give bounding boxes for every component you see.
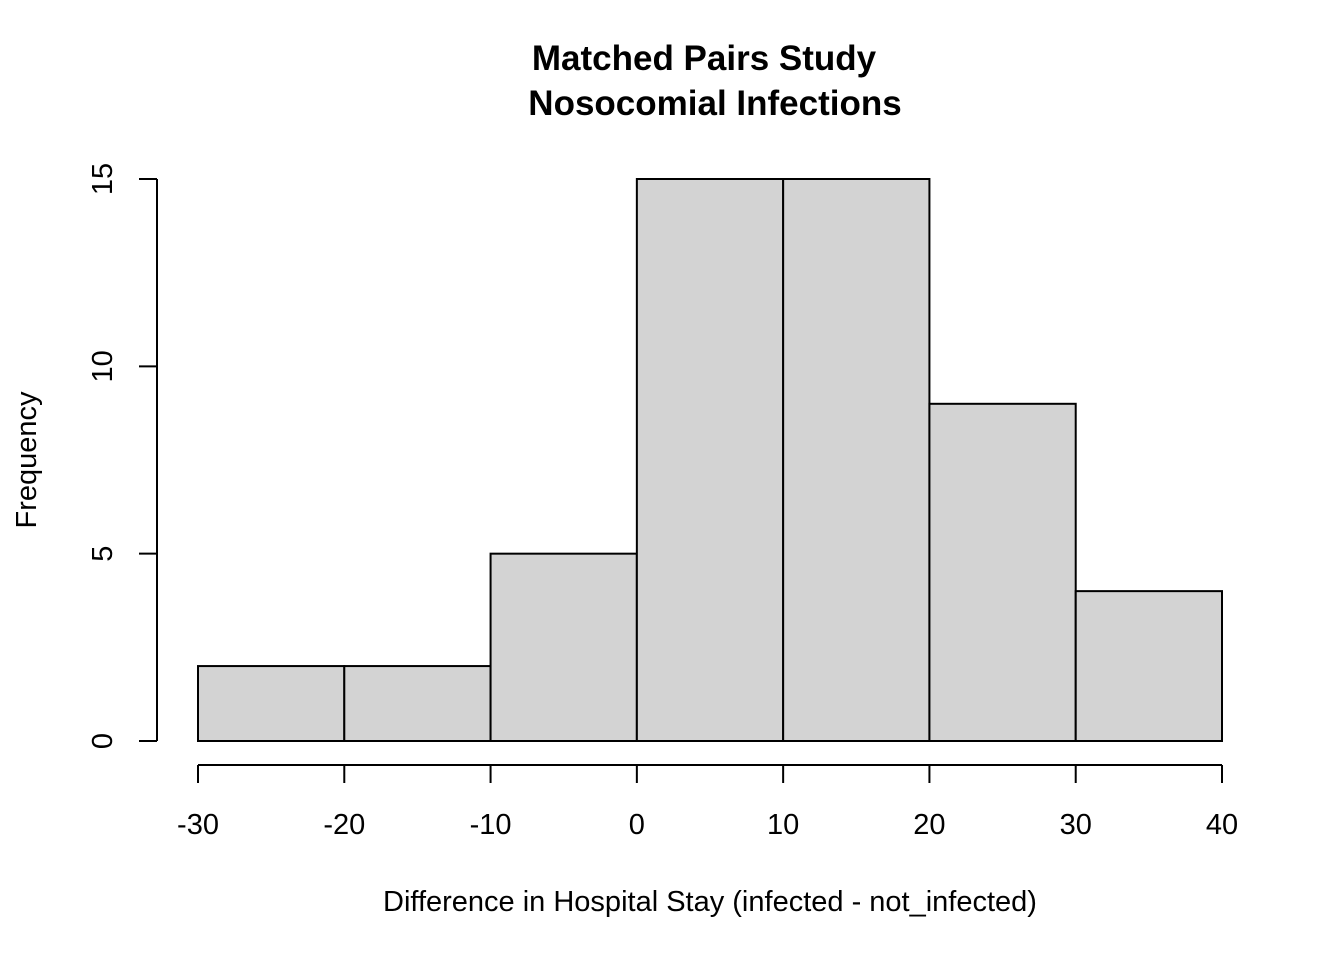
x-tick-label-6: 30 bbox=[1060, 809, 1092, 841]
y-tick-label-2: 10 bbox=[87, 350, 119, 382]
y-tick-label-1: 5 bbox=[87, 546, 119, 562]
x-tick-label-5: 20 bbox=[913, 809, 945, 841]
x-axis-label: Difference in Hospital Stay (infected - … bbox=[383, 886, 1037, 918]
histogram-bar-5 bbox=[928, 402, 1077, 742]
histogram-bar-2 bbox=[489, 552, 638, 743]
x-axis: -30 -20 -10 0 10 20 30 40 bbox=[177, 764, 1238, 841]
bars-group bbox=[197, 178, 1223, 743]
y-tick-label-0: 0 bbox=[87, 733, 119, 749]
x-tick-label-1: -20 bbox=[323, 809, 365, 841]
histogram-bar-1 bbox=[343, 665, 492, 742]
y-axis: 0 5 10 15 bbox=[87, 163, 158, 749]
x-tick-label-3: 0 bbox=[629, 809, 645, 841]
histogram-bar-3 bbox=[635, 178, 785, 742]
chart-title-line2: Nosocomial Infections bbox=[528, 84, 901, 123]
x-tick-label-0: -30 bbox=[177, 809, 219, 841]
x-tick-label-7: 40 bbox=[1206, 809, 1238, 841]
histogram-bar-6 bbox=[1074, 590, 1223, 743]
x-tick-label-2: -10 bbox=[470, 809, 512, 841]
histogram-bar-4 bbox=[782, 178, 931, 742]
histogram-bar-0 bbox=[197, 665, 346, 742]
chart-title-line1: Matched Pairs Study bbox=[532, 39, 877, 78]
y-axis-label: Frequency bbox=[11, 391, 43, 529]
x-tick-label-4: 10 bbox=[767, 809, 799, 841]
y-tick-label-3: 15 bbox=[87, 163, 119, 195]
